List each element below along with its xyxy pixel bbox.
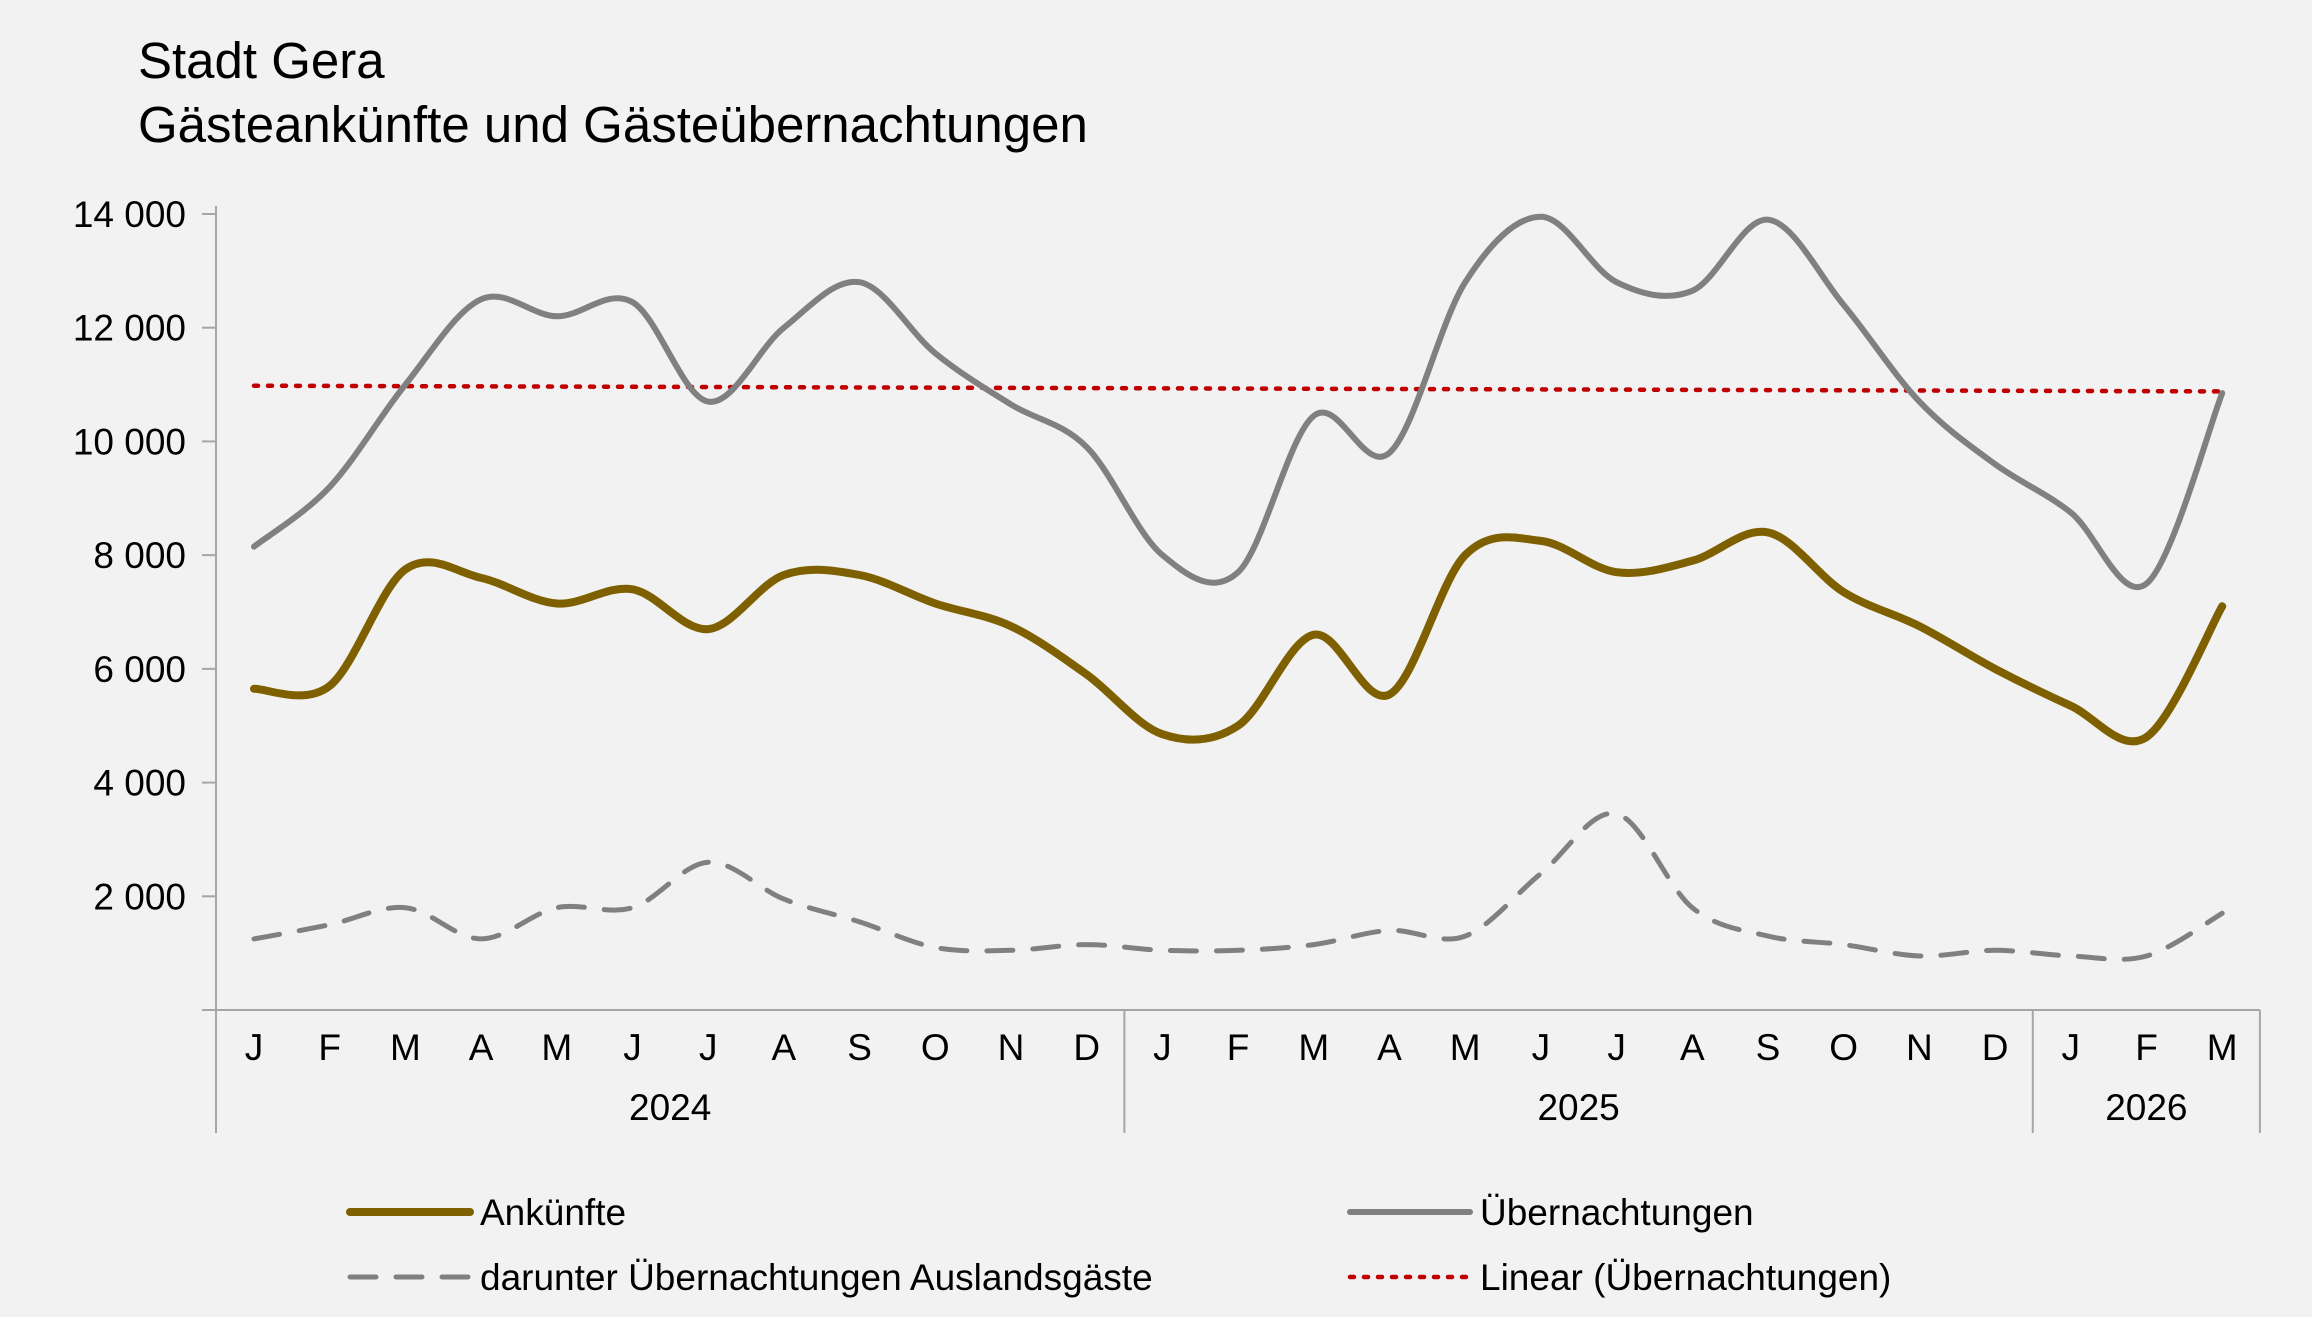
y-tick-label: 12 000 <box>73 308 186 349</box>
x-tick-label-month: J <box>1532 1027 1551 1068</box>
y-tick-label: 4 000 <box>93 763 186 804</box>
x-tick-label-year: 2025 <box>1537 1087 1619 1128</box>
x-tick-label-month: A <box>1680 1027 1705 1068</box>
legend-item-linear-bernachtungen: Linear (Übernachtungen) <box>1347 1257 1891 1298</box>
y-tick-label: 6 000 <box>93 649 186 690</box>
x-tick-label-month: J <box>1153 1027 1172 1068</box>
x-tick-label-month: M <box>390 1027 421 1068</box>
chart-subtitle: Gästeankünfte und Gästeübernachtungen <box>138 96 1088 153</box>
legend-label: Linear (Übernachtungen) <box>1480 1257 1891 1298</box>
y-tick-label: 14 000 <box>73 194 186 235</box>
x-tick-label-month: S <box>1756 1027 1781 1068</box>
y-tick-label: 8 000 <box>93 535 186 576</box>
series-layer <box>250 213 2227 962</box>
y-tick-label: 2 000 <box>93 876 186 917</box>
x-tick-label-year: 2026 <box>2105 1087 2187 1128</box>
x-tick-label-month: M <box>1450 1027 1481 1068</box>
x-tick-label-month: F <box>2135 1027 2158 1068</box>
x-tick-label-month: J <box>699 1027 718 1068</box>
x-tick-label-year: 2024 <box>629 1087 711 1128</box>
x-tick-label-month: O <box>921 1027 950 1068</box>
x-tick-label-month: A <box>1377 1027 1402 1068</box>
x-tick-label-month: A <box>772 1027 797 1068</box>
x-tick-label-month: S <box>847 1027 872 1068</box>
x-tick-label-month: D <box>1073 1027 1100 1068</box>
x-tick-label-month: N <box>1906 1027 1933 1068</box>
x-tick-label-month: A <box>469 1027 494 1068</box>
series-line-bernachtungen <box>251 213 2226 590</box>
legend-item-bernachtungen: Übernachtungen <box>1347 1192 1754 1233</box>
legend-label: darunter Übernachtungen Auslandsgäste <box>480 1257 1153 1298</box>
legend-item-darunter-bernachtungen-auslandsg-ste: darunter Übernachtungen Auslandsgäste <box>347 1257 1153 1298</box>
x-tick-label-month: F <box>318 1027 341 1068</box>
legend-label: Übernachtungen <box>1480 1192 1754 1233</box>
x-tick-label-month: J <box>2062 1027 2081 1068</box>
x-tick-label-month: O <box>1829 1027 1858 1068</box>
chart-title: Stadt Gera <box>138 32 385 89</box>
series-line-ank-nfte <box>250 527 2227 746</box>
x-tick-label-month: M <box>541 1027 572 1068</box>
legend-label: Ankünfte <box>480 1192 626 1233</box>
axes: 2 000 4 000 6 000 8 000 10 000 12 000 14 000 J F… <box>73 194 2261 1133</box>
legend-item-ank-nfte: Ankünfte <box>346 1192 626 1233</box>
x-tick-label-month: N <box>998 1027 1025 1068</box>
series-line-linear-bernachtungen <box>251 383 2225 394</box>
x-tick-label-month: M <box>1298 1027 1329 1068</box>
series-line-darunter-bernachtungen-auslandsg-ste <box>251 810 2225 962</box>
x-tick-label-month: M <box>2207 1027 2238 1068</box>
x-tick-label-month: D <box>1982 1027 2009 1068</box>
x-tick-label-month: F <box>1227 1027 1250 1068</box>
x-tick-label-month: J <box>245 1027 264 1068</box>
y-tick-label: 10 000 <box>73 421 186 462</box>
legend: Ankünfte Übernachtungen darunter Übernacht… <box>346 1192 1891 1298</box>
x-tick-label-month: J <box>1607 1027 1626 1068</box>
x-tick-label-month: J <box>623 1027 642 1068</box>
